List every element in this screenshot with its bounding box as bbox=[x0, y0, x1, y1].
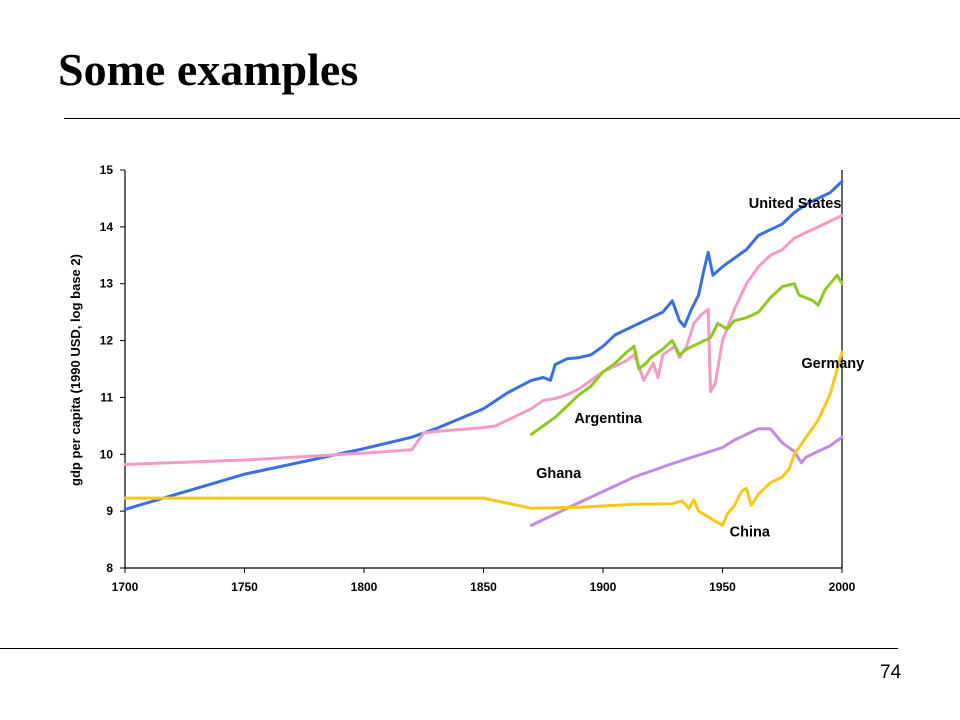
series-line-argentina bbox=[529, 273, 844, 436]
footer-divider bbox=[0, 648, 898, 649]
slide-title: Some examples bbox=[58, 44, 359, 95]
x-tick-label: 1800 bbox=[351, 580, 378, 594]
y-tick-label: 10 bbox=[100, 447, 114, 461]
y-tick-label: 13 bbox=[100, 277, 114, 291]
series-label-china: China bbox=[730, 525, 771, 541]
series-label-argentina: Argentina bbox=[574, 411, 643, 427]
x-tick-label: 1850 bbox=[470, 580, 497, 594]
chart-axes: 8 9 10 11 12 13 14 15 1700 1750 1800 1850 1900 1950 20… bbox=[100, 163, 856, 594]
x-tick-label: 1750 bbox=[231, 580, 258, 594]
x-tick-label: 1950 bbox=[709, 580, 736, 594]
y-tick-label: 15 bbox=[100, 163, 114, 177]
chart-series-lines bbox=[123, 179, 844, 527]
y-tick-label: 9 bbox=[106, 504, 113, 518]
series-label-united-states: United States bbox=[749, 196, 842, 212]
y-tick-label: 14 bbox=[100, 220, 114, 234]
series-line-united-states bbox=[123, 179, 844, 511]
x-tick-label: 2000 bbox=[829, 580, 856, 594]
y-axis-title: gdp per capita (1990 USD, log base 2) bbox=[68, 254, 83, 486]
series-line-germany bbox=[123, 214, 844, 466]
y-tick-label: 8 bbox=[106, 561, 113, 575]
chart-series-labels: United States Germany Argentina Ghana China bbox=[536, 196, 864, 541]
page-number: 74 bbox=[880, 662, 902, 683]
series-line-china bbox=[123, 350, 844, 527]
x-tick-label: 1900 bbox=[590, 580, 617, 594]
series-label-germany: Germany bbox=[801, 356, 864, 372]
series-label-ghana: Ghana bbox=[536, 466, 582, 482]
series-line-ghana bbox=[529, 427, 844, 527]
y-tick-label: 11 bbox=[100, 390, 113, 404]
y-tick-label: 12 bbox=[100, 334, 114, 348]
x-tick-label: 1700 bbox=[112, 580, 139, 594]
title-divider bbox=[64, 118, 960, 119]
